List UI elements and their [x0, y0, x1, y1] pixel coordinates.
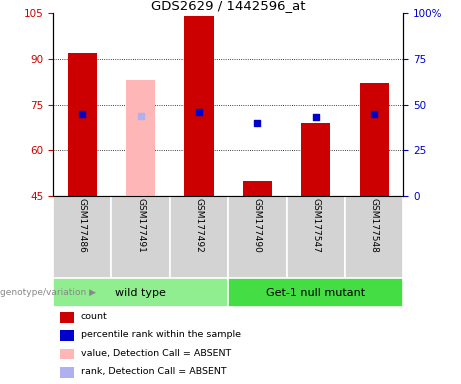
Bar: [60, 330, 74, 341]
Bar: [243, 180, 272, 196]
Text: percentile rank within the sample: percentile rank within the sample: [81, 330, 241, 339]
Bar: [184, 17, 213, 196]
Text: value, Detection Call = ABSENT: value, Detection Call = ABSENT: [81, 349, 231, 358]
Point: [371, 111, 378, 117]
Text: genotype/variation ▶: genotype/variation ▶: [0, 288, 96, 297]
Point: [137, 113, 144, 119]
Text: Get-1 null mutant: Get-1 null mutant: [266, 288, 366, 298]
Bar: [170, 196, 228, 278]
Bar: [53, 196, 112, 278]
Text: wild type: wild type: [115, 288, 166, 298]
Bar: [60, 367, 74, 378]
Point: [312, 114, 319, 121]
Point: [78, 111, 86, 117]
Text: GSM177548: GSM177548: [370, 198, 378, 253]
Bar: [301, 123, 331, 196]
Text: GSM177490: GSM177490: [253, 198, 262, 253]
Bar: [345, 196, 403, 278]
Bar: [60, 349, 74, 359]
Bar: [126, 80, 155, 196]
Text: rank, Detection Call = ABSENT: rank, Detection Call = ABSENT: [81, 367, 226, 376]
Bar: [360, 83, 389, 196]
Text: GSM177486: GSM177486: [78, 198, 87, 253]
Bar: [228, 196, 287, 278]
Bar: [112, 196, 170, 278]
Title: GDS2629 / 1442596_at: GDS2629 / 1442596_at: [151, 0, 306, 12]
Bar: [228, 278, 403, 307]
Point: [195, 109, 203, 115]
Bar: [60, 312, 74, 323]
Text: GSM177547: GSM177547: [311, 198, 320, 253]
Bar: [68, 53, 97, 196]
Text: count: count: [81, 312, 107, 321]
Text: GSM177491: GSM177491: [136, 198, 145, 253]
Bar: [53, 278, 228, 307]
Bar: [287, 196, 345, 278]
Text: GSM177492: GSM177492: [195, 198, 203, 253]
Point: [254, 120, 261, 126]
